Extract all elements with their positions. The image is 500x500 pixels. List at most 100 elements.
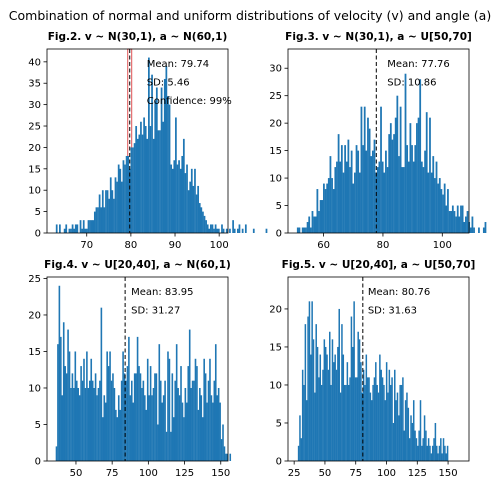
histogram-bar <box>194 358 197 461</box>
histogram-bar <box>345 161 348 233</box>
histogram-bar <box>347 384 350 461</box>
y-tick-label: 25 <box>28 274 41 285</box>
histogram-bar <box>332 189 335 233</box>
panel-title: Fig.3. v ~ N(30,1), a ~ U[50,70] <box>285 31 472 43</box>
histogram-bar <box>334 167 337 233</box>
histogram-bar <box>368 128 371 233</box>
histogram-bar <box>410 415 412 461</box>
x-tick-label: 60 <box>317 240 330 251</box>
histogram-bar <box>214 224 217 233</box>
histogram-bar <box>333 362 335 461</box>
histogram-bar <box>133 143 136 233</box>
histogram-bar <box>365 354 368 461</box>
histogram-bar <box>60 336 62 461</box>
x-tick-label: 75 <box>106 468 119 479</box>
histogram-bar <box>92 220 95 233</box>
histogram-bar <box>375 172 378 233</box>
histogram-bar <box>116 181 118 233</box>
histogram-bar <box>305 400 308 461</box>
histogram-bar <box>232 220 234 233</box>
histogram-bar <box>362 369 365 461</box>
histogram-bar <box>87 387 90 461</box>
histogram-bar <box>68 351 71 461</box>
histogram-bar <box>130 147 133 233</box>
histogram-bar <box>162 121 165 233</box>
histogram-bar <box>152 387 155 461</box>
histogram-bar <box>442 194 444 233</box>
histogram-bar <box>303 384 305 461</box>
y-tick-label: 15 <box>269 342 282 353</box>
histogram-bar <box>316 346 319 461</box>
histogram-bar <box>441 453 443 461</box>
histogram-bar <box>70 228 72 233</box>
histogram-bar <box>112 373 114 461</box>
x-tick-label: 100 <box>377 468 396 479</box>
histogram-bar <box>62 322 65 461</box>
histogram-bar <box>411 422 414 461</box>
histogram-bar <box>168 104 171 234</box>
histogram-bar <box>233 228 236 233</box>
histogram-bar <box>94 373 97 461</box>
x-tick-label: 90 <box>169 240 182 251</box>
histogram-bar <box>177 387 179 461</box>
histogram-bar <box>331 339 334 461</box>
histogram-bar <box>144 126 147 233</box>
histogram-bar <box>337 346 339 461</box>
histogram-bar <box>91 380 94 461</box>
histogram-bar <box>117 395 120 461</box>
x-tick-label: 125 <box>408 468 427 479</box>
histogram-bar <box>122 351 124 461</box>
histogram-bar <box>350 150 353 233</box>
histogram-bar <box>146 358 149 461</box>
histogram-bar <box>157 130 160 233</box>
histogram-bar <box>188 329 191 461</box>
histogram-bar <box>142 380 145 461</box>
histogram-bar <box>174 380 177 461</box>
histogram-bar <box>415 438 418 461</box>
histogram-bar <box>326 354 328 461</box>
histogram-bar <box>417 117 420 233</box>
histogram-bar <box>104 402 107 461</box>
histogram-bar <box>128 336 130 461</box>
histogram-bar <box>367 117 369 233</box>
histogram-bar <box>380 106 382 233</box>
histogram-bar <box>347 139 350 233</box>
histogram-bar <box>192 185 195 233</box>
histogram-bar <box>100 307 103 461</box>
histogram-bar <box>324 346 327 461</box>
histogram-bar <box>138 134 141 233</box>
histogram-bar <box>65 224 68 233</box>
x-tick-label: 75 <box>349 468 362 479</box>
histogram-bar <box>440 189 443 233</box>
histogram-bar <box>429 445 431 461</box>
histogram-bar <box>113 198 115 233</box>
histogram-bar <box>412 161 415 233</box>
histogram-bar <box>398 415 400 461</box>
histogram-bar <box>135 373 137 461</box>
histogram-bar <box>87 220 90 233</box>
histogram-bar <box>172 417 175 461</box>
histogram-bar <box>119 168 122 233</box>
histogram-bar <box>453 211 456 233</box>
y-tick-label: 5 <box>35 420 41 431</box>
histogram-bar <box>221 224 223 233</box>
annotation-text: Mean: 83.95 <box>131 287 193 298</box>
histogram-bar <box>411 145 413 233</box>
histogram-bar <box>93 211 96 233</box>
histogram-bar <box>400 384 403 461</box>
histogram-bar <box>433 178 436 233</box>
annotation-text: SD: 10.86 <box>387 78 436 89</box>
histogram-bar <box>427 438 430 461</box>
histogram-bar <box>331 178 333 233</box>
histogram-bar <box>422 438 424 461</box>
histogram-bar <box>386 167 389 233</box>
histogram-bar <box>319 200 322 233</box>
histogram-bar <box>135 126 138 233</box>
histogram-bar <box>388 134 391 233</box>
histogram-bar <box>149 126 152 233</box>
histogram-bar <box>363 106 366 233</box>
histogram-bar <box>80 366 82 461</box>
histogram-bar <box>297 445 300 461</box>
histogram-bar <box>193 380 195 461</box>
